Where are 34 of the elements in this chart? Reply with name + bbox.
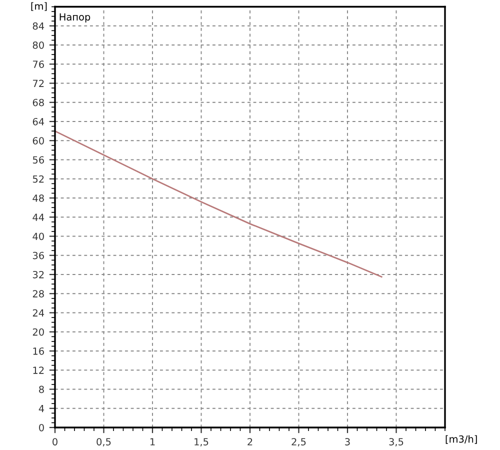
y-tick-label: 80 xyxy=(32,41,44,49)
y-tick-label: 56 xyxy=(32,156,44,164)
text: Напор xyxy=(60,13,90,22)
y-tick-label: 76 xyxy=(33,60,44,68)
y-tick-label: 64 xyxy=(32,118,44,126)
y-tick-label: 68 xyxy=(32,98,44,106)
x-tick-label: 1 xyxy=(150,438,155,446)
y-tick-label: 72 xyxy=(33,80,44,87)
x-axis-title: [m3/h] xyxy=(446,435,477,444)
y-tick-label: 60 xyxy=(32,137,44,144)
y-tick-label: 40 xyxy=(32,232,44,240)
y-tick-label: 0 xyxy=(39,424,44,432)
y-tick-label: 28 xyxy=(32,290,44,298)
y-tick-label: 8 xyxy=(39,386,44,394)
y-tick-label: 44 xyxy=(32,214,44,221)
y-tick-label: 20 xyxy=(32,328,44,336)
line-series xyxy=(55,130,382,278)
y-tick-label: 16 xyxy=(33,347,44,355)
x-tick-label: 3 xyxy=(345,438,350,446)
y-tick-label: 52 xyxy=(32,175,44,183)
y-tick-label: 4 xyxy=(38,404,44,412)
x-tick-label: 2 xyxy=(248,438,252,446)
x-tick-label: 1,5 xyxy=(194,438,208,446)
y-tick-label: 12 xyxy=(33,366,44,374)
y-tick-label: 24 xyxy=(32,309,44,316)
y-tick-label: 36 xyxy=(32,252,44,260)
x-tick-label: 0 xyxy=(52,438,58,446)
y-tick-label: 48 xyxy=(32,194,44,202)
x-tick-label: 2,5 xyxy=(292,438,306,446)
y-tick-label: 84 xyxy=(32,22,44,30)
y-axis-title: [m] xyxy=(31,2,47,11)
x-tick-label: 3,5 xyxy=(389,438,404,446)
x-tick-label: 0,5 xyxy=(96,438,111,446)
y-tick-label: 32 xyxy=(32,270,44,278)
